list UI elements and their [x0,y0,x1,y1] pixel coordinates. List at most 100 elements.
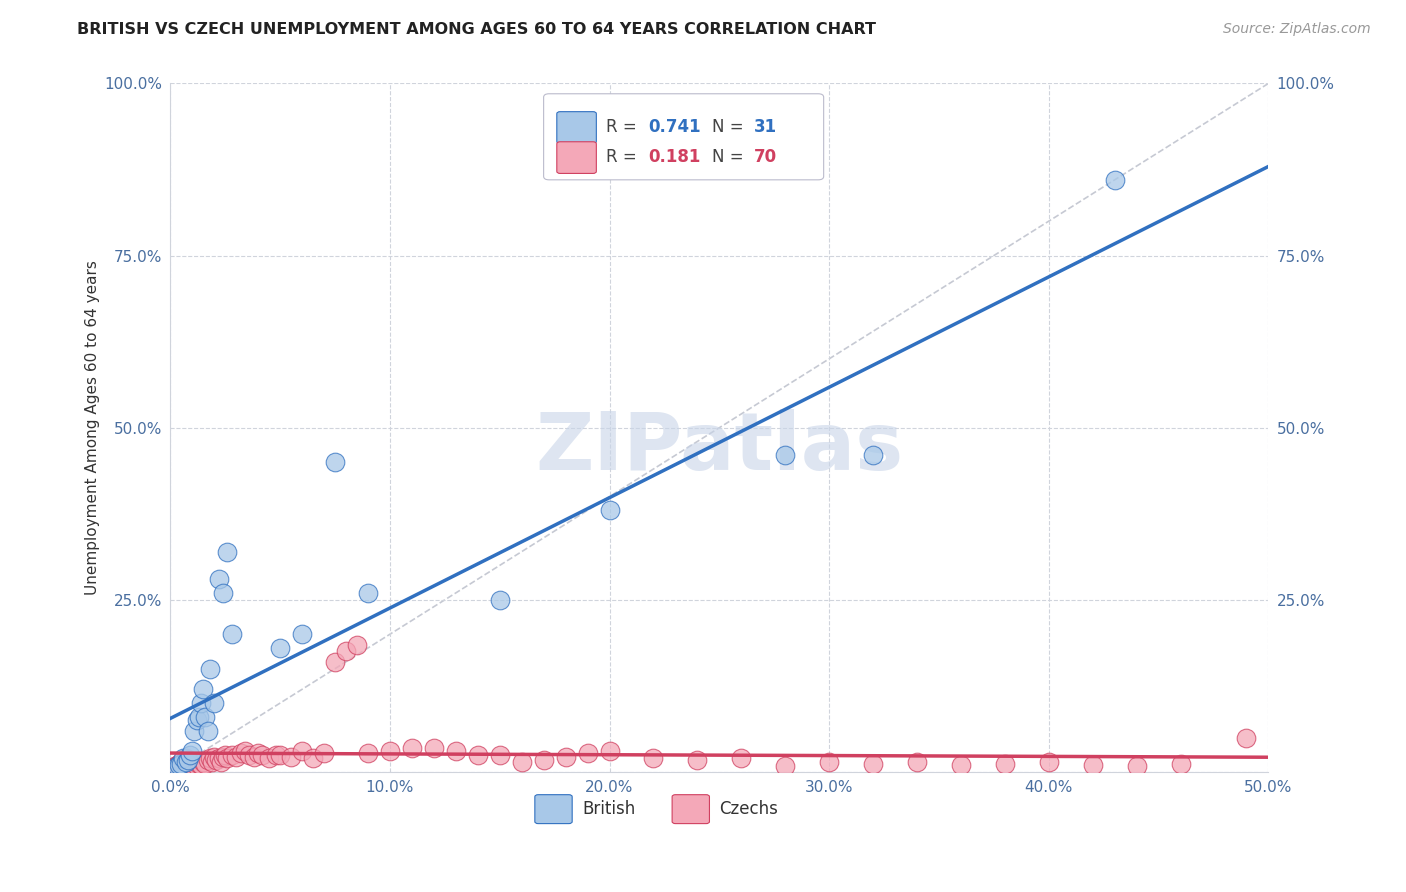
Text: British: British [582,800,636,818]
Point [257,751,280,765]
Point [212,749,235,764]
Point [194,710,217,724]
Point [357,746,380,760]
Point [167,756,190,771]
FancyBboxPatch shape [557,112,596,144]
Point [186,714,208,728]
Point [818,755,841,769]
Point [252,747,274,762]
Text: Source: ZipAtlas.com: Source: ZipAtlas.com [1223,22,1371,37]
Point [323,455,346,469]
Point [335,644,357,658]
Point [599,744,621,758]
FancyBboxPatch shape [544,94,824,180]
Point [193,682,215,697]
Point [423,740,446,755]
Point [194,756,217,771]
Point [467,747,489,762]
Point [488,747,510,762]
Point [181,744,204,758]
Point [686,753,709,767]
Point [181,758,204,772]
Text: BRITISH VS CZECH UNEMPLOYMENT AMONG AGES 60 TO 64 YEARS CORRELATION CHART: BRITISH VS CZECH UNEMPLOYMENT AMONG AGES… [77,22,876,37]
Point [242,749,264,764]
Point [599,503,621,517]
Point [193,755,215,769]
Point [994,756,1017,771]
Point [264,747,287,762]
Point [229,746,252,760]
Text: N =: N = [711,148,744,166]
Text: N =: N = [711,118,744,136]
Point [205,753,228,767]
Point [643,751,665,765]
Text: R =: R = [606,118,637,136]
Text: 70: 70 [754,148,776,166]
Point [190,696,212,710]
Point [172,751,194,765]
Point [162,762,184,776]
Point [170,755,193,769]
Point [212,586,235,600]
Point [280,749,302,764]
Point [167,758,190,772]
Point [357,586,380,600]
Point [247,746,270,760]
Point [166,759,188,773]
Point [163,762,186,776]
Point [576,746,599,760]
Point [202,749,225,764]
FancyBboxPatch shape [557,142,596,173]
Point [198,751,221,765]
Point [174,755,197,769]
Text: 0.741: 0.741 [648,118,700,136]
Point [323,655,346,669]
Point [949,758,972,772]
Point [510,755,533,769]
Point [346,638,368,652]
Point [233,744,256,758]
Point [312,746,335,760]
Point [444,744,467,758]
Point [269,640,291,655]
Point [187,710,209,724]
Point [207,572,229,586]
FancyBboxPatch shape [672,795,710,823]
Point [238,747,260,762]
Point [209,755,232,769]
Point [378,744,401,758]
Point [190,758,212,772]
Point [186,759,208,773]
Point [198,662,221,676]
Point [291,744,314,758]
Point [773,448,796,462]
Point [488,592,510,607]
Point [170,756,193,771]
Text: Czechs: Czechs [720,800,778,818]
Point [401,740,423,755]
Point [862,756,884,771]
Point [174,751,197,765]
Point [221,747,243,762]
Point [177,753,200,767]
Text: ZIPatlas: ZIPatlas [536,409,904,487]
Point [269,747,291,762]
Point [177,759,200,773]
Point [291,627,314,641]
Point [1170,756,1192,771]
Point [187,756,209,771]
Point [862,448,884,462]
Point [1236,731,1258,745]
Point [225,749,247,764]
Point [773,759,796,773]
Point [554,749,576,764]
Y-axis label: Unemployment Among Ages 60 to 64 years: Unemployment Among Ages 60 to 64 years [86,260,100,595]
Point [1104,173,1126,187]
Point [163,759,186,773]
Point [302,751,325,765]
Point [197,723,219,738]
Point [217,544,239,558]
Point [217,751,239,765]
Point [183,723,205,738]
Point [197,753,219,767]
